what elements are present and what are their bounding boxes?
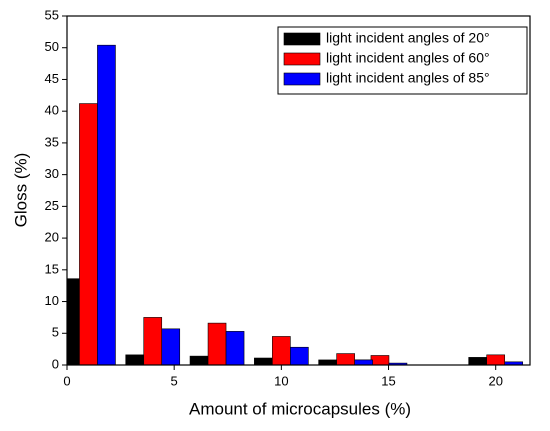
- bar: [143, 317, 163, 365]
- bar: [318, 359, 337, 365]
- bars: [67, 44, 524, 365]
- bar: [67, 278, 80, 365]
- y-tick-label: 55: [45, 7, 59, 22]
- legend-swatch: [283, 52, 321, 66]
- y-tick-label: 0: [52, 356, 59, 371]
- bar: [225, 331, 245, 365]
- y-tick-label: 25: [45, 198, 59, 213]
- legend-label: light incident angles of 20°: [326, 30, 490, 46]
- bar: [207, 322, 227, 365]
- bar: [125, 354, 145, 365]
- bar: [468, 357, 488, 365]
- bar: [79, 103, 98, 365]
- bar: [336, 353, 355, 365]
- legend-label: light incident angles of 60°: [326, 50, 490, 66]
- legend-swatch: [283, 32, 321, 46]
- x-axis-label: Amount of microcapsules (%): [189, 399, 411, 418]
- bar: [290, 346, 309, 365]
- y-tick-label: 20: [45, 230, 59, 245]
- y-tick-label: 5: [52, 325, 59, 340]
- plot-frame: [66, 15, 531, 366]
- bar: [161, 328, 181, 365]
- bar: [189, 355, 209, 365]
- y-tick-label: 45: [45, 71, 59, 86]
- y-tick-label: 35: [45, 134, 59, 149]
- bar: [272, 336, 291, 365]
- y-axis-label: Gloss (%): [11, 153, 30, 228]
- x-tick-label: 20: [488, 373, 502, 388]
- x-tick-label: 0: [63, 373, 70, 388]
- bar: [370, 355, 390, 365]
- legend-swatch: [283, 72, 321, 86]
- y-tick-label: 30: [45, 166, 59, 181]
- bar: [254, 357, 273, 365]
- bar: [354, 359, 373, 365]
- y-tick-label: 50: [45, 39, 59, 54]
- x-tick-label: 5: [171, 373, 178, 388]
- y-tick-label: 15: [45, 261, 59, 276]
- bar: [97, 44, 116, 365]
- legend-label: light incident angles of 85°: [326, 70, 490, 86]
- x-tick-label: 15: [381, 373, 395, 388]
- bar: [388, 362, 408, 365]
- x-tick-label: 10: [274, 373, 288, 388]
- y-tick-label: 10: [45, 293, 59, 308]
- bar: [486, 354, 506, 365]
- y-tick-label: 40: [45, 103, 59, 118]
